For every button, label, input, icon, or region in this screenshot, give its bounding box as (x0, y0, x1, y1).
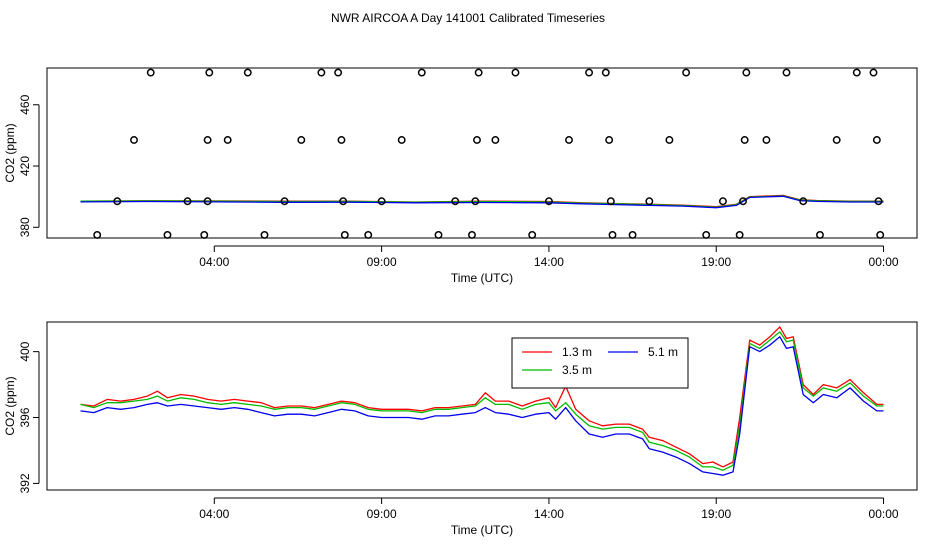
y-tick-label: 400 (18, 341, 32, 361)
data-point (682, 68, 691, 77)
data-point (782, 68, 791, 77)
data-point (183, 197, 192, 206)
x-tick-label: 14:00 (534, 255, 564, 269)
data-point (223, 136, 232, 144)
legend-label: 3.5 m (562, 363, 592, 377)
data-point (397, 136, 406, 144)
data-point (434, 230, 443, 239)
x-tick-label: 14:00 (534, 507, 564, 521)
x-tick-label: 19:00 (701, 507, 731, 521)
plot-frame (46, 321, 918, 491)
data-point (297, 136, 306, 144)
data-point (601, 68, 610, 77)
data-point (742, 68, 751, 77)
x-axis-label: Time (UTC) (451, 523, 513, 537)
x-tick-label: 00:00 (869, 507, 899, 521)
x-tick-label: 00:00 (869, 255, 899, 269)
figure-title: NWR AIRCOA A Day 141001 Calibrated Times… (331, 11, 605, 25)
data-point (628, 230, 637, 239)
data-point (872, 136, 881, 144)
series-line-2 (80, 195, 884, 209)
data-point (200, 230, 209, 239)
data-point (718, 197, 727, 206)
data-point (702, 230, 711, 239)
data-point (585, 68, 594, 77)
data-point (340, 230, 349, 239)
legend-label: 5.1 m (648, 345, 678, 359)
top-panel-scatter: 04:00 09:00 14:00 19:00 00:00 Time (UTC) 380 42… (3, 67, 918, 285)
x-tick-label: 09:00 (367, 507, 397, 521)
data-point (606, 197, 615, 206)
data-point (451, 197, 460, 206)
data-point (665, 136, 674, 144)
y-tick-label: 420 (18, 156, 32, 176)
plot-frame (46, 67, 918, 239)
legend-label: 1.3 m (562, 345, 592, 359)
data-point (243, 68, 252, 77)
data-point (740, 136, 749, 144)
data-point (260, 230, 269, 239)
data-point (799, 197, 808, 206)
data-point (869, 68, 878, 77)
data-point (474, 68, 483, 77)
data-point (645, 197, 654, 206)
y-tick-label: 380 (18, 217, 32, 237)
legend-box (511, 337, 689, 389)
y-tick-label: 460 (18, 94, 32, 114)
data-point (605, 136, 614, 144)
data-point (762, 136, 771, 144)
data-point (608, 230, 617, 239)
y-tick-label: 392 (18, 473, 32, 493)
data-point (473, 136, 481, 144)
series-line-13m (80, 326, 884, 468)
data-point (203, 136, 212, 144)
x-axis-label: Time (UTC) (451, 271, 513, 285)
bottom-panel-lines: 04:00 09:00 14:00 19:00 00:00 Time (UTC) 392 39… (3, 321, 918, 537)
data-point (852, 68, 861, 77)
data-point (565, 136, 573, 144)
data-point (334, 68, 343, 77)
data-point (364, 230, 373, 239)
x-tick-label: 09:00 (367, 255, 397, 269)
x-tick-label: 04:00 (199, 507, 229, 521)
data-point (280, 197, 289, 206)
data-point (130, 136, 138, 144)
data-point (337, 136, 346, 144)
x-tick-label: 04:00 (199, 255, 229, 269)
data-point (511, 68, 520, 77)
data-point (468, 230, 476, 239)
data-point (471, 197, 480, 206)
data-point (417, 68, 426, 77)
data-point (205, 68, 214, 77)
data-point (339, 197, 348, 206)
data-point (163, 230, 172, 239)
data-point (739, 197, 747, 206)
data-point (874, 197, 883, 206)
data-point (146, 68, 155, 77)
y-axis-label: CO2 (ppm) (3, 376, 17, 435)
y-axis-label: CO2 (ppm) (3, 123, 17, 182)
series-line-35m (80, 331, 884, 471)
data-point (528, 230, 537, 239)
data-point (735, 230, 744, 239)
y-tick-label: 396 (18, 407, 32, 427)
data-point (816, 230, 824, 239)
data-point (832, 136, 841, 144)
data-point (203, 197, 212, 206)
data-point (93, 230, 102, 239)
data-point (544, 197, 553, 206)
data-point (377, 197, 386, 206)
x-tick-label: 19:00 (701, 255, 731, 269)
data-point (113, 197, 122, 206)
data-point (491, 136, 500, 144)
data-point (876, 230, 885, 239)
data-point (317, 68, 326, 77)
series-line-51m (80, 336, 884, 476)
